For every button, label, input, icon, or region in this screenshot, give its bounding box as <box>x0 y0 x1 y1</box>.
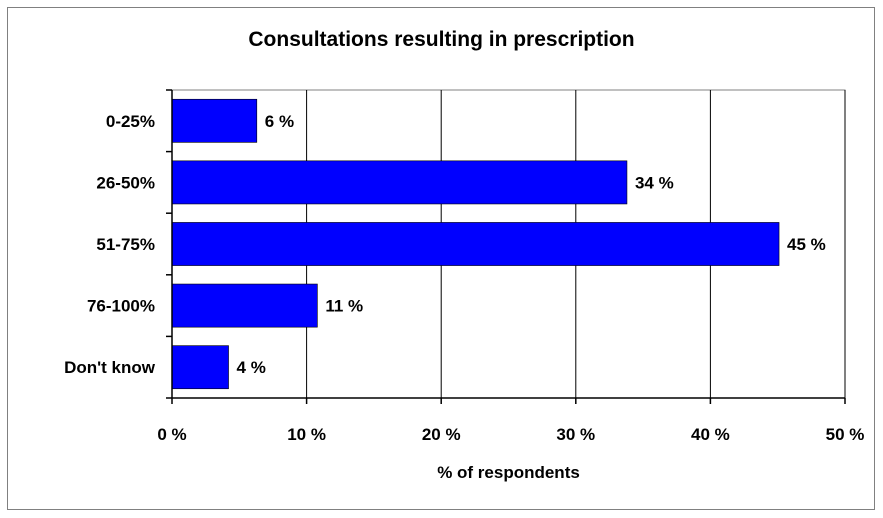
data-label: 45 % <box>787 235 826 254</box>
data-label: 34 % <box>635 173 674 192</box>
x-tick-label: 10 % <box>287 425 326 444</box>
x-tick-label: 30 % <box>556 425 595 444</box>
x-axis-label: % of respondents <box>437 463 580 482</box>
chart-title: Consultations resulting in prescription <box>248 28 635 51</box>
x-tick-label: 0 % <box>157 425 186 444</box>
category-label: 26-50% <box>96 173 155 192</box>
x-tick-label: 20 % <box>422 425 461 444</box>
x-tick-label: 40 % <box>691 425 730 444</box>
bar <box>171 98 258 143</box>
category-label: Don't know <box>64 358 156 377</box>
bar <box>171 345 229 390</box>
bar <box>171 222 780 266</box>
bar <box>171 283 318 328</box>
x-tick-label: 50 % <box>826 425 865 444</box>
data-label: 11 % <box>325 297 363 316</box>
data-label: 4 % <box>237 358 266 377</box>
bar <box>171 160 628 205</box>
category-label: 51-75% <box>96 235 155 254</box>
data-label: 6 % <box>265 112 294 131</box>
category-label: 76-100% <box>87 297 155 316</box>
category-label: 0-25% <box>106 112 155 131</box>
